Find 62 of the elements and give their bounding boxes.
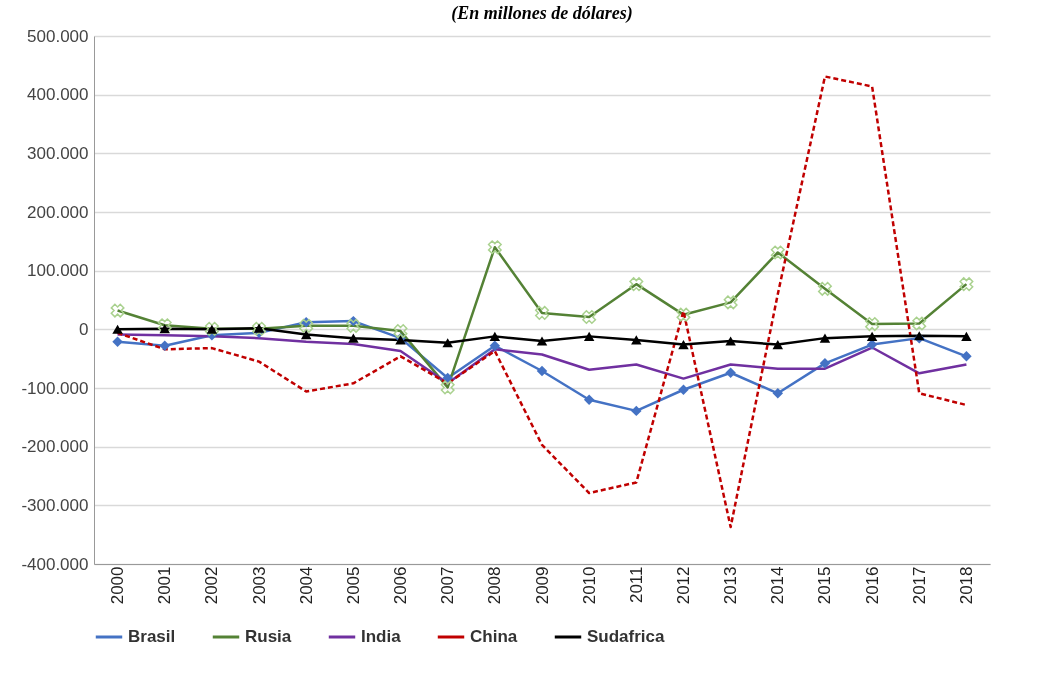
- x-tick-label: 2001: [155, 566, 175, 605]
- point: [112, 324, 123, 334]
- point: [489, 331, 501, 341]
- point: [725, 367, 736, 378]
- point: [112, 336, 123, 347]
- x-tick-label: 2004: [296, 566, 316, 605]
- x-tick-label: 2012: [673, 566, 693, 605]
- x-tick-label: 2017: [909, 566, 929, 605]
- y-tick-label: 200.000: [27, 202, 89, 222]
- point: [300, 330, 312, 340]
- legend-label: Sudafrica: [587, 627, 666, 646]
- y-tick-label: 100.000: [27, 261, 89, 281]
- point: [961, 331, 972, 341]
- x-tick-label: 2018: [956, 566, 976, 605]
- x-tick-label: 2010: [579, 566, 599, 605]
- point: [819, 358, 831, 369]
- chart-title: (En millones de dólares): [451, 3, 633, 24]
- x-tick-label: 2013: [721, 566, 741, 605]
- legend-label: China: [470, 627, 518, 646]
- x-tick-label: 2009: [532, 566, 552, 605]
- x-tick-label: 2015: [815, 566, 835, 605]
- point: [583, 331, 595, 341]
- y-tick-label: -200.000: [21, 437, 89, 457]
- point: [536, 336, 548, 346]
- legend-label: Rusia: [245, 627, 292, 646]
- x-tick-label: 2007: [438, 566, 458, 605]
- y-tick-label: 0: [79, 319, 89, 339]
- y-tick-label: 500.000: [27, 26, 89, 46]
- point: [678, 340, 689, 350]
- x-tick-label: 2011: [626, 566, 646, 604]
- point: [159, 340, 170, 351]
- x-tick-label: 2014: [768, 566, 788, 605]
- point: [442, 338, 453, 348]
- y-tick-label: -300.000: [21, 495, 89, 515]
- point: [583, 394, 595, 405]
- point: [536, 365, 548, 377]
- legend-label: Brasil: [128, 627, 176, 646]
- point: [678, 384, 689, 395]
- y-tick-label: -100.000: [21, 378, 89, 398]
- x-tick-label: 2005: [343, 566, 363, 605]
- point: [772, 340, 784, 350]
- point: [819, 333, 831, 343]
- point: [631, 335, 642, 345]
- point: [631, 405, 642, 417]
- x-tick-label: 2008: [485, 566, 505, 605]
- point: [489, 340, 501, 351]
- point: [866, 331, 878, 341]
- x-tick-label: 2000: [108, 566, 128, 605]
- x-tick-label: 2002: [202, 566, 222, 605]
- point: [772, 388, 784, 399]
- y-tick-label: 300.000: [27, 143, 89, 163]
- point: [725, 336, 736, 346]
- point: [348, 333, 359, 343]
- y-tick-label: -400.000: [21, 554, 89, 574]
- x-tick-label: 2006: [391, 566, 411, 605]
- legend-label: India: [361, 627, 402, 646]
- point: [442, 372, 453, 384]
- x-tick-label: 2016: [862, 566, 882, 605]
- x-tick-label: 2003: [249, 566, 269, 605]
- y-tick-label: 400.000: [27, 85, 89, 105]
- point: [159, 324, 170, 334]
- point: [961, 351, 972, 362]
